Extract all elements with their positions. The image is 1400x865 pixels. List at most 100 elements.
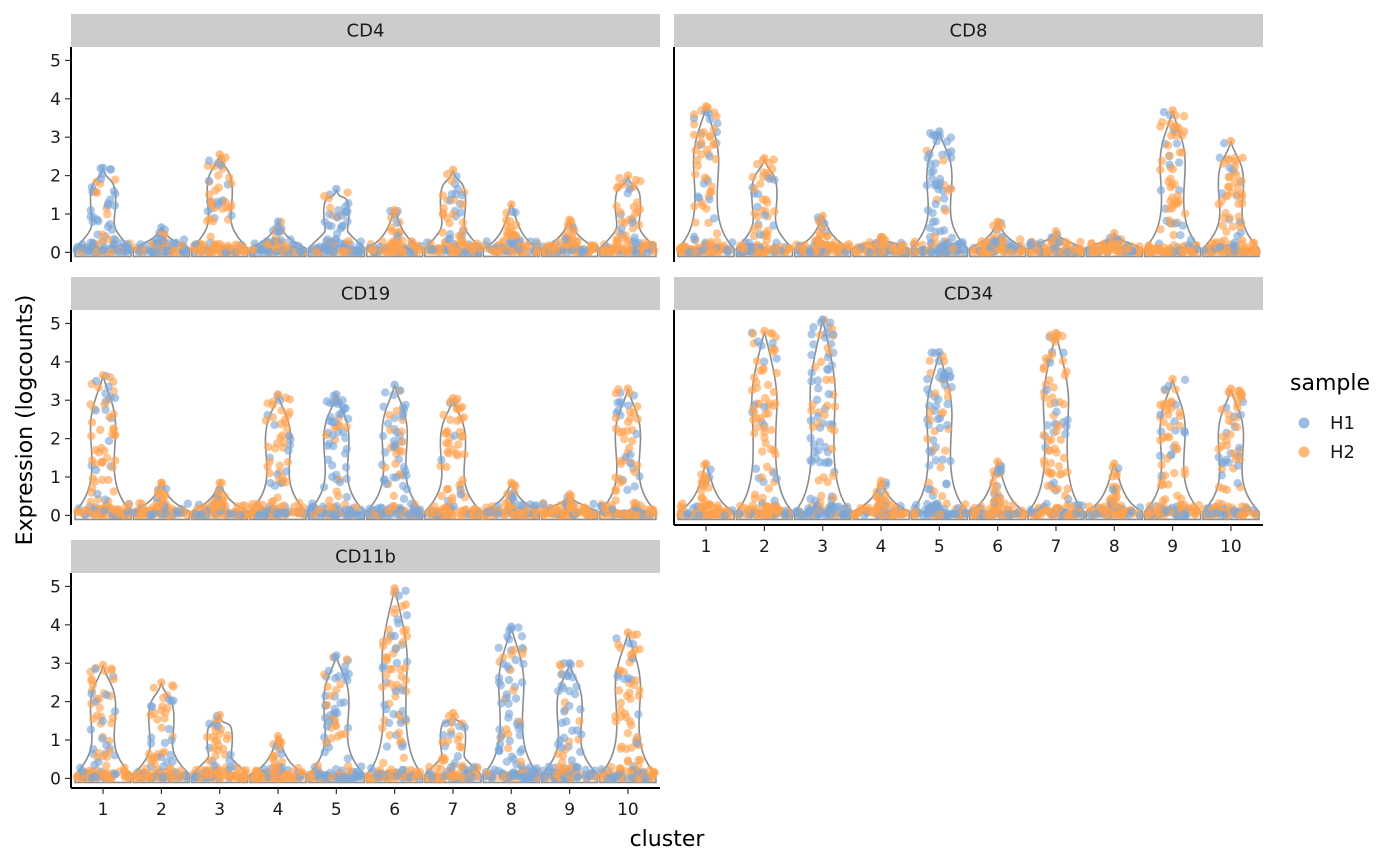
data-point	[1156, 481, 1166, 490]
data-point	[710, 139, 719, 148]
data-point	[809, 440, 819, 449]
data-point	[946, 133, 956, 142]
data-point	[1059, 348, 1068, 357]
data-point	[705, 115, 715, 124]
data-point	[226, 763, 235, 772]
data-point	[210, 496, 220, 506]
data-point	[343, 414, 353, 424]
data-point	[160, 509, 170, 518]
data-point	[561, 234, 570, 244]
data-point	[1102, 510, 1111, 520]
data-point	[616, 459, 626, 468]
data-point	[1054, 462, 1064, 471]
data-point	[1074, 500, 1083, 510]
data-point	[1040, 460, 1049, 469]
data-point-max	[565, 215, 574, 224]
points-cluster-7	[1026, 328, 1087, 520]
data-point	[280, 418, 290, 427]
data-point	[206, 197, 216, 206]
data-point	[1214, 452, 1223, 462]
data-point	[1180, 469, 1190, 479]
data-point	[1171, 219, 1180, 228]
data-point	[215, 729, 225, 738]
data-point	[1228, 222, 1238, 231]
data-point	[196, 244, 206, 254]
y-tick-label: 5	[50, 314, 61, 334]
data-point	[753, 337, 763, 346]
data-point	[697, 150, 706, 159]
data-point	[239, 774, 248, 783]
data-point	[691, 170, 700, 179]
data-point	[249, 245, 258, 255]
data-point	[1048, 236, 1057, 246]
data-point	[236, 510, 246, 520]
data-point	[1172, 510, 1182, 519]
data-point	[612, 235, 621, 244]
data-point	[121, 503, 130, 512]
data-point	[386, 425, 395, 435]
data-point	[1163, 141, 1173, 150]
y-tick-label: 4	[50, 616, 61, 636]
data-point	[1180, 209, 1190, 218]
data-point	[763, 510, 772, 519]
data-point	[629, 498, 639, 508]
x-tick-label: 6	[992, 537, 1003, 557]
data-point	[942, 479, 951, 488]
data-point	[704, 483, 713, 492]
data-point	[923, 374, 932, 384]
data-point	[750, 184, 759, 193]
data-point	[943, 399, 952, 409]
data-point	[1042, 385, 1051, 395]
data-point	[1231, 455, 1241, 464]
data-point	[760, 211, 770, 220]
data-point	[1111, 510, 1120, 519]
data-point	[456, 231, 465, 241]
data-point	[523, 240, 533, 250]
data-point	[1114, 247, 1124, 257]
data-point	[504, 503, 513, 512]
data-point	[936, 510, 945, 520]
data-point	[532, 237, 541, 246]
data-point	[768, 339, 777, 348]
data-point	[813, 412, 822, 421]
data-point	[676, 510, 685, 520]
data-point	[454, 440, 463, 449]
data-point	[1160, 471, 1170, 480]
data-point	[86, 497, 95, 507]
data-point	[873, 493, 883, 502]
data-point	[1045, 375, 1054, 385]
data-point	[91, 465, 101, 475]
data-point	[1159, 399, 1168, 409]
data-point	[1043, 481, 1053, 490]
data-point-max	[332, 390, 341, 399]
x-tick-label: 9	[564, 800, 575, 820]
data-point	[809, 323, 818, 332]
data-point	[111, 189, 120, 199]
x-tick-label: 2	[156, 800, 167, 820]
data-point	[1164, 480, 1173, 489]
data-point	[1217, 405, 1226, 414]
data-point	[1169, 122, 1178, 132]
facet-strip-label: CD4	[347, 21, 385, 42]
data-point	[401, 400, 410, 410]
data-point	[211, 751, 220, 760]
data-point	[103, 210, 112, 219]
data-point	[827, 444, 837, 454]
data-point	[1053, 484, 1063, 494]
data-point	[695, 510, 704, 520]
data-point	[227, 179, 236, 188]
points-cluster-8	[1084, 459, 1145, 520]
data-point	[1162, 506, 1171, 516]
data-point	[227, 211, 236, 220]
data-point	[771, 399, 780, 408]
data-point	[744, 238, 754, 248]
data-point	[823, 240, 832, 249]
data-point	[177, 241, 187, 250]
data-point	[87, 689, 96, 698]
data-point-max	[1110, 229, 1119, 238]
data-point	[1159, 418, 1168, 427]
data-point	[1159, 433, 1168, 442]
data-point	[137, 508, 146, 518]
data-point	[218, 242, 227, 251]
data-point	[507, 231, 516, 241]
